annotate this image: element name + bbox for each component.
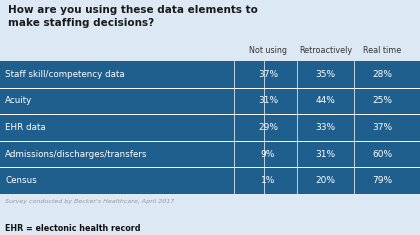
- Text: How are you using these data elements to
make staffing decisions?: How are you using these data elements to…: [8, 5, 257, 27]
- Text: 31%: 31%: [258, 96, 278, 106]
- Text: Survey conducted by Becker's Healthcare, April 2017: Survey conducted by Becker's Healthcare,…: [5, 199, 174, 204]
- Text: Retroactively: Retroactively: [299, 46, 352, 55]
- Bar: [0, 167, 420, 194]
- Bar: [0, 88, 420, 114]
- Text: 25%: 25%: [372, 96, 392, 106]
- Text: EHR data: EHR data: [5, 123, 46, 132]
- Text: Real time: Real time: [363, 46, 402, 55]
- Bar: [0, 141, 420, 167]
- Text: 1%: 1%: [261, 176, 275, 185]
- Text: 44%: 44%: [315, 96, 336, 106]
- Bar: [0, 0, 420, 61]
- Text: Not using: Not using: [249, 46, 287, 55]
- Text: 60%: 60%: [372, 149, 392, 159]
- Text: 31%: 31%: [315, 149, 336, 159]
- Bar: [0, 61, 420, 88]
- Text: 37%: 37%: [372, 123, 392, 132]
- Bar: [0, 194, 420, 235]
- Text: 33%: 33%: [315, 123, 336, 132]
- Text: 35%: 35%: [315, 70, 336, 79]
- Text: EHR = electonic health record: EHR = electonic health record: [5, 224, 141, 233]
- Bar: [0, 114, 420, 141]
- Text: Admissions/discharges/transfers: Admissions/discharges/transfers: [5, 149, 147, 159]
- Text: 37%: 37%: [258, 70, 278, 79]
- Text: Acuity: Acuity: [5, 96, 32, 106]
- Text: 20%: 20%: [315, 176, 336, 185]
- Text: 29%: 29%: [258, 123, 278, 132]
- Text: Census: Census: [5, 176, 37, 185]
- Text: 28%: 28%: [372, 70, 392, 79]
- Text: 9%: 9%: [261, 149, 275, 159]
- Text: Staff skill/competency data: Staff skill/competency data: [5, 70, 125, 79]
- Text: 79%: 79%: [372, 176, 392, 185]
